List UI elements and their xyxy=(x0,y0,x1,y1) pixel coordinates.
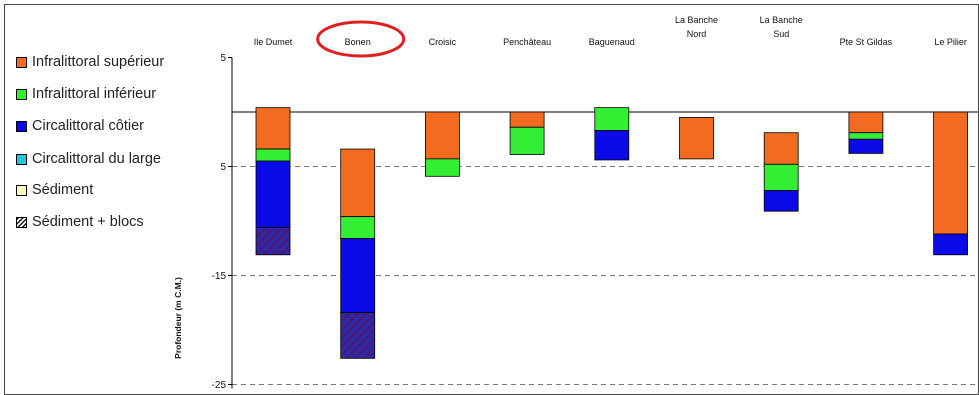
legend-label: Circalittoral du large xyxy=(32,151,161,167)
y-tick-label: 5 xyxy=(220,162,226,173)
category-label: Baguenaud xyxy=(589,37,635,47)
category-label: Sud xyxy=(773,29,789,39)
category-label: Nord xyxy=(687,29,707,39)
legend-label: Infralittoral supérieur xyxy=(32,54,165,70)
bar-segment-circalittoral-cotier xyxy=(763,190,799,212)
legend-swatch xyxy=(16,184,27,196)
legend-item-infralittoral-superieur: Infralittoral supérieur xyxy=(16,51,164,73)
bar-group-bonen xyxy=(340,148,376,359)
y-tick-label: 5 xyxy=(220,53,226,64)
bar-segment-circalittoral-cotier xyxy=(933,233,968,256)
legend-label: Sédiment xyxy=(32,182,94,198)
category-label: Penchâteau xyxy=(503,37,551,47)
bar-segment-infralittoral-inferieur xyxy=(763,163,799,191)
bar-segment-circalittoral-cotier xyxy=(340,238,376,313)
category-label: La Banche xyxy=(675,15,718,25)
y-tick-label: -25 xyxy=(212,380,227,391)
bar-segment-infralittoral-inferieur xyxy=(424,158,460,177)
legend-item-circalittoral-du-large: Circalittoral du large xyxy=(16,148,161,170)
bar-segment-infralittoral-superieur xyxy=(340,148,376,218)
bar-segment-infralittoral-inferieur xyxy=(509,126,545,155)
category-label: Croisic xyxy=(429,37,457,47)
bar-segment-infralittoral-superieur xyxy=(679,117,714,160)
bar-group-ile-dumet xyxy=(255,107,291,256)
category-label: Ile Dumet xyxy=(254,37,293,47)
y-tick-label: -15 xyxy=(212,271,227,282)
legend-item-circalittoral-cotier: Circalittoral côtier xyxy=(16,115,144,137)
bar-segment-infralittoral-inferieur xyxy=(255,148,291,162)
bar-segment-circalittoral-cotier xyxy=(594,130,630,161)
bar-segment-infralittoral-superieur xyxy=(255,107,291,150)
bar-segment-infralittoral-superieur xyxy=(509,111,545,128)
bar-group-croisic xyxy=(424,111,460,177)
bar-group-baguenaud xyxy=(594,107,630,161)
bar-group-le-pilier xyxy=(933,111,968,256)
chart-legend: Infralittoral supérieur Infralittoral in… xyxy=(10,33,208,258)
legend-label: Circalittoral côtier xyxy=(32,118,144,134)
category-label: Bonen xyxy=(345,37,371,47)
legend-item-sediment: Sédiment xyxy=(16,179,93,201)
bar-segment-circalittoral-cotier xyxy=(255,160,291,228)
bar-segment-infralittoral-superieur xyxy=(424,111,460,160)
bar-group-penchateau xyxy=(509,111,545,155)
legend-swatch xyxy=(16,216,27,228)
category-label: Pte St Gildas xyxy=(840,37,893,47)
bar-segment-sediment-blocs xyxy=(340,312,376,359)
category-label: Le Pilier xyxy=(934,37,967,47)
legend-label: Infralittoral inférieur xyxy=(32,86,157,102)
legend-item-sediment-blocs: Sédiment + blocs xyxy=(16,211,144,233)
legend-item-infralittoral-inferieur: Infralittoral inférieur xyxy=(16,83,156,105)
bar-segment-infralittoral-superieur xyxy=(763,132,799,165)
category-label: La Banche xyxy=(760,15,803,25)
bar-segment-infralittoral-inferieur xyxy=(340,216,376,239)
bar-segment-sediment-blocs xyxy=(255,227,291,256)
bar-segment-infralittoral-inferieur xyxy=(848,132,884,140)
bar-group-la-banche-nord xyxy=(679,117,714,160)
legend-swatch xyxy=(16,56,27,68)
bar-segment-circalittoral-cotier xyxy=(848,138,884,154)
bar-segment-infralittoral-inferieur xyxy=(594,107,630,131)
bar-group-pte-st-gildas xyxy=(848,111,884,154)
bar-segment-infralittoral-superieur xyxy=(933,111,968,235)
legend-label: Sédiment + blocs xyxy=(32,214,144,230)
legend-swatch xyxy=(16,153,27,165)
bar-group-la-banche-sud xyxy=(763,132,799,212)
legend-swatch xyxy=(16,120,27,132)
bar-segment-infralittoral-superieur xyxy=(848,111,884,134)
highlight-ellipse xyxy=(316,20,406,58)
legend-swatch xyxy=(16,88,27,100)
y-axis-title: Profondeur (m C.M.) xyxy=(173,277,183,359)
